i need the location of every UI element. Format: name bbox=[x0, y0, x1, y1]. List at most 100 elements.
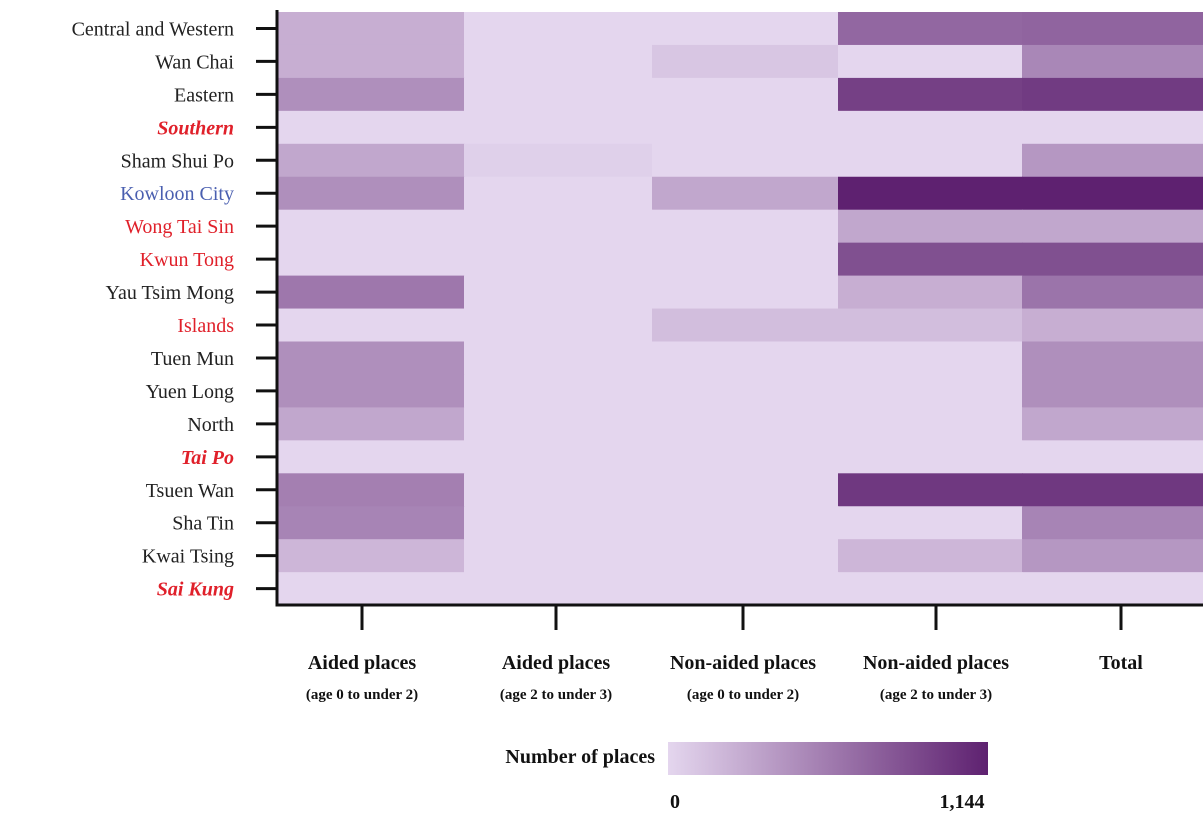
row-label: Central and Western bbox=[72, 18, 234, 40]
column-label: Non-aided places bbox=[670, 652, 816, 674]
heatmap-cell bbox=[1022, 407, 1203, 441]
heatmap-cell bbox=[652, 12, 839, 46]
row-label: Islands bbox=[177, 315, 234, 337]
heatmap-cell bbox=[1022, 210, 1203, 244]
heatmap-cell bbox=[277, 572, 465, 606]
heatmap-cell bbox=[464, 440, 653, 474]
heatmap-cell bbox=[652, 440, 839, 474]
heatmap-cell bbox=[838, 276, 1023, 310]
heatmap-cell bbox=[652, 144, 839, 178]
heatmap-cell bbox=[838, 473, 1023, 507]
heatmap-cell bbox=[277, 539, 465, 573]
heatmap-cell bbox=[464, 473, 653, 507]
heatmap-cell bbox=[838, 210, 1023, 244]
heatmap-cell bbox=[277, 276, 465, 310]
heatmap-cell bbox=[464, 572, 653, 606]
row-label: Tai Po bbox=[181, 447, 234, 469]
heatmap-cell bbox=[838, 342, 1023, 376]
heatmap-cell bbox=[464, 210, 653, 244]
heatmap-cell bbox=[652, 111, 839, 145]
heatmap-cell bbox=[1022, 12, 1203, 46]
heatmap-cell bbox=[652, 243, 839, 277]
heatmap-cell bbox=[652, 473, 839, 507]
heatmap-cell bbox=[277, 78, 465, 112]
row-label: Kwai Tsing bbox=[142, 546, 234, 568]
heatmap-cell bbox=[1022, 243, 1203, 277]
heatmap-cell bbox=[277, 407, 465, 441]
heatmap-cell bbox=[652, 342, 839, 376]
heatmap-cell bbox=[1022, 572, 1203, 606]
colorbar-max-label: 1,144 bbox=[940, 791, 985, 813]
heatmap-cell bbox=[838, 374, 1023, 408]
colorbar-min-label: 0 bbox=[670, 791, 680, 813]
colorbar-title: Number of places bbox=[505, 746, 655, 768]
heatmap-cell bbox=[277, 45, 465, 79]
heatmap-cell bbox=[838, 243, 1023, 277]
heatmap-cell bbox=[652, 276, 839, 310]
heatmap-cell bbox=[464, 407, 653, 441]
heatmap-cell bbox=[277, 374, 465, 408]
heatmap-cell bbox=[838, 539, 1023, 573]
heatmap-cell bbox=[838, 111, 1023, 145]
column-label: Non-aided places bbox=[863, 652, 1009, 674]
column-sublabel: (age 2 to under 3) bbox=[500, 687, 612, 703]
heatmap-cells bbox=[277, 12, 1203, 606]
column-label: Aided places bbox=[502, 652, 611, 674]
heatmap-cell bbox=[464, 506, 653, 540]
heatmap-cell bbox=[838, 45, 1023, 79]
heatmap-cell bbox=[838, 177, 1023, 211]
column-sublabel: (age 0 to under 2) bbox=[306, 687, 418, 703]
heatmap-cell bbox=[652, 210, 839, 244]
heatmap-cell bbox=[652, 374, 839, 408]
heatmap-cell bbox=[1022, 506, 1203, 540]
heatmap-cell bbox=[838, 144, 1023, 178]
heatmap-cell bbox=[464, 539, 653, 573]
heatmap-cell bbox=[652, 539, 839, 573]
heatmap-cell bbox=[838, 12, 1023, 46]
heatmap-cell bbox=[838, 572, 1023, 606]
heatmap-cell bbox=[1022, 276, 1203, 310]
heatmap-cell bbox=[652, 506, 839, 540]
heatmap-cell bbox=[1022, 440, 1203, 474]
heatmap-cell bbox=[277, 506, 465, 540]
heatmap-cell bbox=[1022, 374, 1203, 408]
heatmap-cell bbox=[464, 177, 653, 211]
column-label: Total bbox=[1099, 652, 1143, 674]
heatmap-cell bbox=[464, 276, 653, 310]
heatmap-cell bbox=[464, 12, 653, 46]
heatmap-cell bbox=[464, 144, 653, 178]
row-label: Eastern bbox=[174, 84, 234, 106]
heatmap-cell bbox=[1022, 45, 1203, 79]
row-label: Tuen Mun bbox=[151, 348, 234, 370]
row-label: Tsuen Wan bbox=[146, 480, 234, 502]
row-label: Kwun Tong bbox=[140, 249, 234, 271]
heatmap-cell bbox=[277, 111, 465, 145]
heatmap-cell bbox=[1022, 177, 1203, 211]
row-label: North bbox=[187, 414, 234, 436]
row-label: Sha Tin bbox=[172, 513, 234, 535]
heatmap-cell bbox=[277, 309, 465, 343]
heatmap-cell bbox=[277, 177, 465, 211]
heatmap-cell bbox=[464, 111, 653, 145]
heatmap-cell bbox=[652, 572, 839, 606]
heatmap-cell bbox=[1022, 78, 1203, 112]
row-label: Wong Tai Sin bbox=[125, 216, 234, 238]
heatmap-cell bbox=[277, 144, 465, 178]
heatmap-cell bbox=[464, 309, 653, 343]
colorbar-gradient bbox=[668, 742, 988, 775]
heatmap-cell bbox=[464, 78, 653, 112]
row-label: Sai Kung bbox=[157, 579, 234, 601]
heatmap-cell bbox=[652, 78, 839, 112]
row-label: Yuen Long bbox=[146, 381, 234, 403]
heatmap-cell bbox=[838, 78, 1023, 112]
heatmap-cell bbox=[1022, 539, 1203, 573]
row-label: Southern bbox=[157, 117, 234, 139]
heatmap-cell bbox=[1022, 111, 1203, 145]
column-label: Aided places bbox=[308, 652, 417, 674]
column-sublabel: (age 2 to under 3) bbox=[880, 687, 992, 703]
heatmap-cell bbox=[1022, 144, 1203, 178]
heatmap-cell bbox=[1022, 473, 1203, 507]
